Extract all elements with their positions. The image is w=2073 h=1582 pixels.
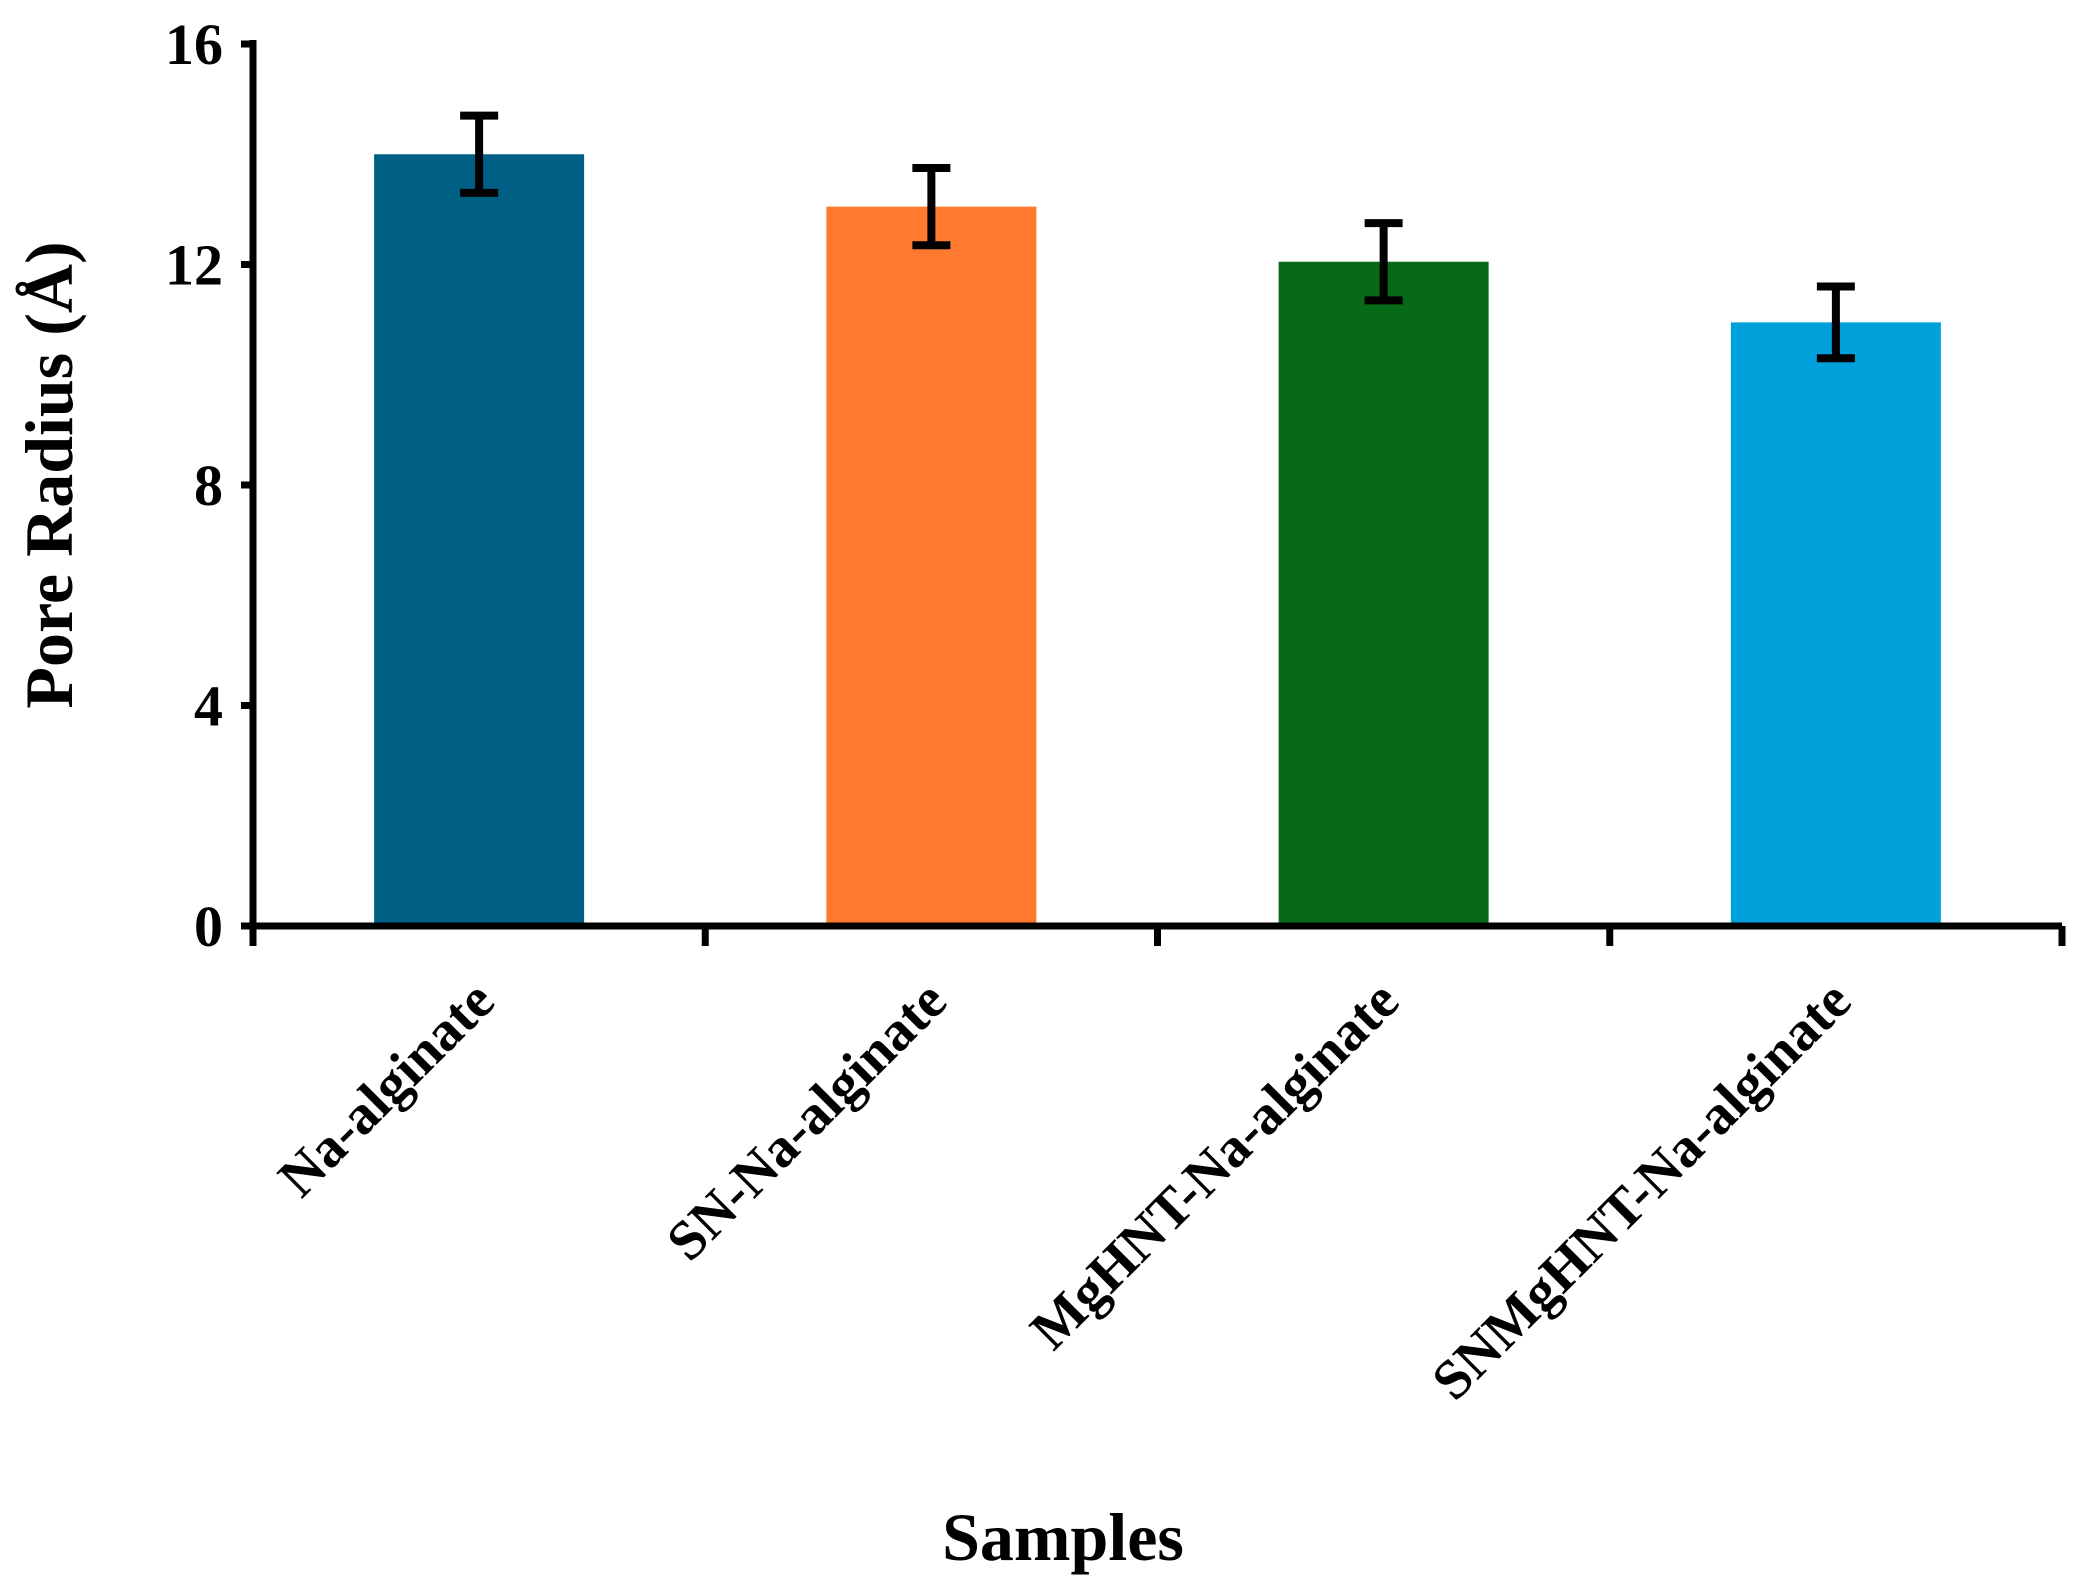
y-tick-label-16: 16 xyxy=(165,12,223,77)
error-bar-sn-na-alginate xyxy=(912,164,951,250)
error-bar-na-alginate xyxy=(460,111,499,197)
error-bar-mghnt-na-alginate xyxy=(1364,219,1403,305)
x-tick-label-snmghnt-na-alginate: SNMgHNT-Na-alginate xyxy=(1420,969,1863,1412)
bars-layer xyxy=(374,154,1941,927)
y-tick-label-0: 0 xyxy=(194,894,223,959)
y-tick-label-4: 4 xyxy=(194,674,223,739)
bar-mghnt-na-alginate xyxy=(1278,261,1489,926)
axes-layer xyxy=(241,40,2066,946)
x-tick-label-sn-na-alginate: SN-Na-alginate xyxy=(655,969,958,1272)
y-axis-title: Pore Radius (Å) xyxy=(11,241,87,708)
bar-sn-na-alginate xyxy=(826,206,1037,926)
bar-na-alginate xyxy=(374,154,585,926)
y-tick-label-12: 12 xyxy=(165,233,223,298)
error-bars-layer xyxy=(460,111,1855,363)
y-tick-label-8: 8 xyxy=(194,453,223,518)
error-bar-snmghnt-na-alginate xyxy=(1816,282,1855,363)
x-axis-title: Samples xyxy=(942,1499,1184,1575)
x-tick-label-na-alginate: Na-alginate xyxy=(267,969,507,1209)
bar-snmghnt-na-alginate xyxy=(1730,322,1941,927)
x-tick-label-mghnt-na-alginate: MgHNT-Na-alginate xyxy=(1019,969,1411,1361)
